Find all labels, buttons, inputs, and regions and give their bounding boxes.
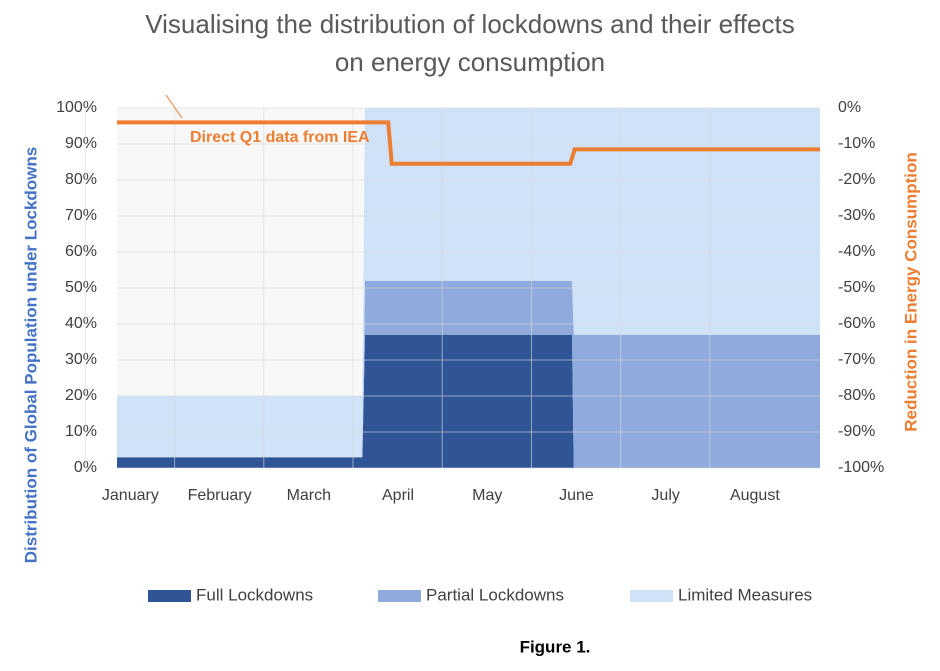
- y2-tick-label: -90%: [838, 423, 875, 440]
- y-tick-label: 20%: [65, 387, 97, 404]
- x-tick-label: April: [382, 487, 414, 504]
- y-tick-label: 80%: [65, 171, 97, 188]
- chart-title: on energy consumption: [335, 47, 605, 77]
- y-tick-label: 70%: [65, 207, 97, 224]
- legend-label: Partial Lockdowns: [426, 585, 564, 604]
- y2-tick-label: -50%: [838, 279, 875, 296]
- line: [117, 120, 820, 166]
- y2-tick-label: -10%: [838, 135, 875, 152]
- x-tick-label: March: [287, 487, 331, 504]
- y2-tick-label: -80%: [838, 387, 875, 404]
- x-tick-label: February: [188, 487, 252, 504]
- y2-tick-label: 0%: [838, 99, 861, 116]
- x-tick-label: August: [730, 487, 780, 504]
- y-axis-title: Distribution of Global Population under …: [21, 147, 40, 563]
- legend-swatch: [378, 590, 421, 602]
- y-tick-label: 10%: [65, 423, 97, 440]
- legend-swatch: [148, 590, 191, 602]
- area: [117, 108, 820, 458]
- legend-label: Full Lockdowns: [196, 585, 313, 604]
- x-tick-label: May: [472, 487, 502, 504]
- y2-tick-label: -40%: [838, 243, 875, 260]
- x-tick-label: July: [651, 487, 679, 504]
- annotation: Direct Q1 data from IEA: [190, 129, 370, 146]
- y-tick-label: 50%: [65, 279, 97, 296]
- y-tick-label: 100%: [56, 99, 97, 116]
- y-tick-label: 40%: [65, 315, 97, 332]
- y2-tick-label: -60%: [838, 315, 875, 332]
- annotation-leader: [165, 94, 183, 119]
- legend-swatch: [630, 590, 673, 602]
- area: [117, 280, 820, 468]
- area: [117, 334, 820, 468]
- x-tick-label: June: [559, 487, 594, 504]
- legend-label: Limited Measures: [678, 585, 812, 604]
- y2-tick-label: -70%: [838, 351, 875, 368]
- y2-tick-label: -100%: [838, 459, 884, 476]
- y2-axis-title: Reduction in Energy Consumption: [901, 152, 920, 432]
- figure-caption: Figure 1.: [520, 637, 591, 656]
- y-tick-label: 30%: [65, 351, 97, 368]
- x-tick-label: January: [102, 487, 159, 504]
- y2-tick-label: -30%: [838, 207, 875, 224]
- y-tick-label: 90%: [65, 135, 97, 152]
- chart-title: Visualising the distribution of lockdown…: [145, 9, 794, 39]
- y2-tick-label: -20%: [838, 171, 875, 188]
- y-tick-label: 60%: [65, 243, 97, 260]
